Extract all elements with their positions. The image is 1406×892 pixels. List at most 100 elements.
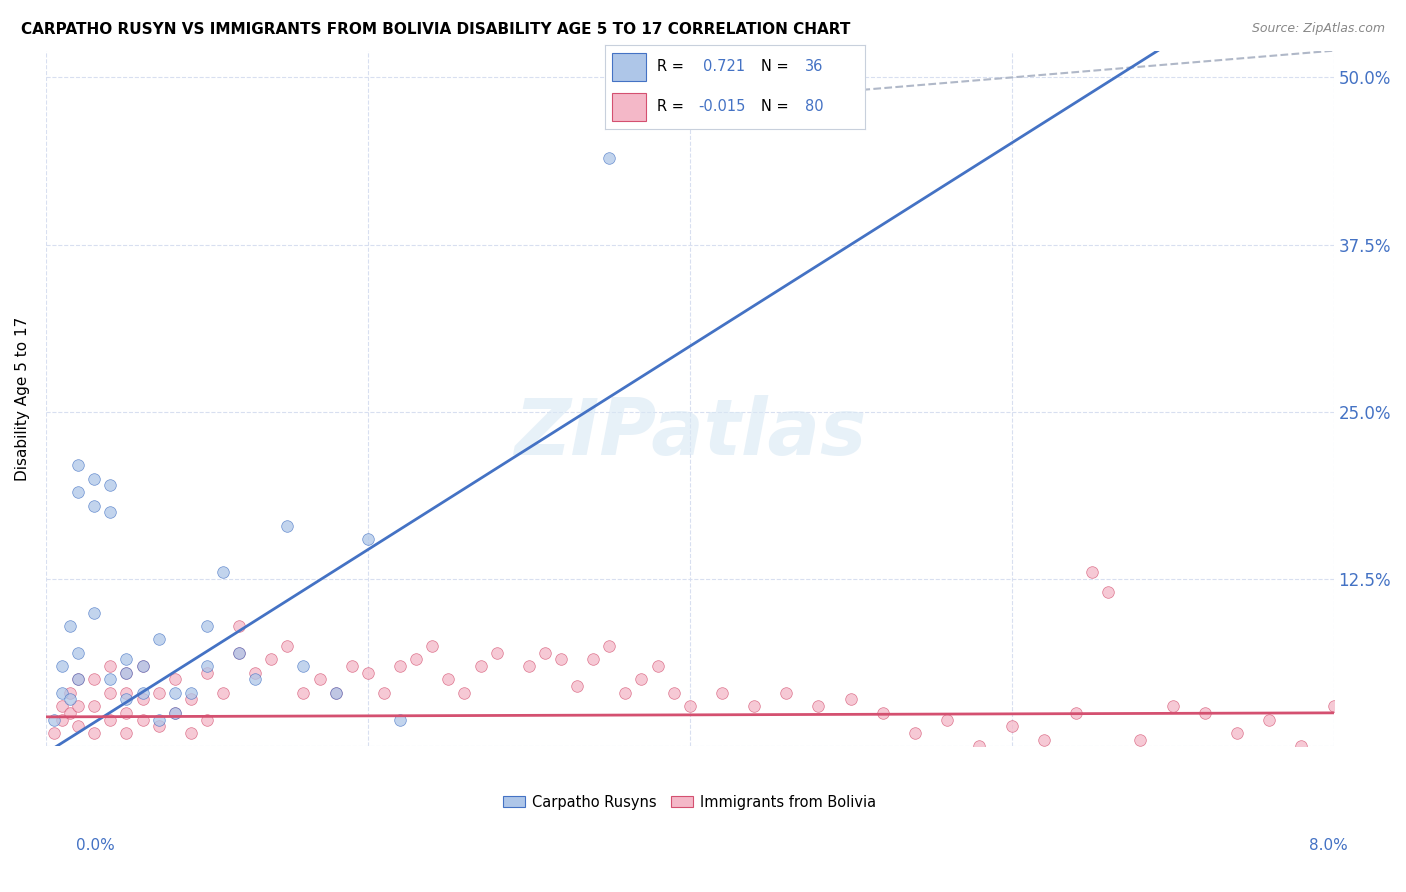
Point (1032, 732, 1054, 747)
Point (470, 659, 492, 673)
Point (582, 652, 605, 666)
Point (67, 485, 90, 500)
Point (969, 739, 991, 754)
Point (550, 652, 572, 666)
Point (357, 665, 380, 680)
Point (67, 673, 90, 687)
Point (115, 706, 138, 720)
Point (389, 713, 412, 727)
Point (742, 699, 765, 714)
Point (839, 692, 862, 706)
Point (679, 699, 702, 714)
Point (180, 692, 202, 706)
Point (131, 659, 153, 673)
Point (357, 532, 380, 546)
Point (1001, 719, 1024, 733)
Point (276, 639, 298, 653)
Point (212, 566, 235, 580)
Text: N =: N = (761, 59, 793, 74)
Point (1161, 699, 1184, 714)
Point (131, 686, 153, 700)
Point (163, 673, 186, 687)
Point (405, 652, 427, 666)
Point (389, 659, 412, 673)
Point (115, 652, 138, 666)
Point (67, 719, 90, 733)
Point (630, 673, 652, 687)
Point (1081, 566, 1104, 580)
Point (180, 686, 202, 700)
Point (228, 646, 250, 660)
Point (163, 706, 186, 720)
Point (83, 726, 105, 740)
Point (245, 665, 267, 680)
Text: 80: 80 (804, 99, 824, 114)
Point (598, 639, 620, 653)
Point (42, 726, 65, 740)
Point (662, 686, 685, 700)
Point (59, 619, 82, 633)
Point (163, 686, 186, 700)
Point (647, 659, 669, 673)
Point (598, 151, 620, 165)
Point (67, 458, 90, 473)
Text: 0.0%: 0.0% (76, 838, 115, 854)
Point (195, 713, 218, 727)
Point (42, 713, 65, 727)
Point (98, 478, 121, 492)
Point (485, 646, 508, 660)
Point (807, 699, 830, 714)
Point (163, 706, 186, 720)
Point (195, 665, 218, 680)
Point (67, 673, 90, 687)
Text: ZIPatlas: ZIPatlas (513, 395, 866, 471)
Y-axis label: Disability Age 5 to 17: Disability Age 5 to 17 (15, 317, 30, 481)
Point (59, 692, 82, 706)
Point (83, 699, 105, 714)
Point (228, 646, 250, 660)
Point (131, 692, 153, 706)
Text: CARPATHO RUSYN VS IMMIGRANTS FROM BOLIVIA DISABILITY AGE 5 TO 17 CORRELATION CHA: CARPATHO RUSYN VS IMMIGRANTS FROM BOLIVI… (21, 22, 851, 37)
Point (614, 686, 637, 700)
Point (131, 659, 153, 673)
Point (115, 726, 138, 740)
Point (1226, 726, 1249, 740)
Point (148, 686, 170, 700)
Point (180, 726, 202, 740)
Point (98, 673, 121, 687)
Point (453, 686, 475, 700)
Point (51, 686, 73, 700)
Point (195, 619, 218, 633)
Point (98, 505, 121, 519)
Point (98, 713, 121, 727)
Point (115, 665, 138, 680)
Text: -0.015: -0.015 (699, 99, 745, 114)
Point (565, 679, 588, 693)
Point (325, 686, 347, 700)
Point (1194, 706, 1216, 720)
Point (115, 686, 138, 700)
Point (67, 699, 90, 714)
Point (83, 472, 105, 486)
Point (292, 686, 315, 700)
Point (276, 518, 298, 533)
Point (59, 706, 82, 720)
Point (325, 686, 347, 700)
Point (131, 713, 153, 727)
FancyBboxPatch shape (613, 54, 647, 81)
Point (245, 673, 267, 687)
Point (1258, 713, 1281, 727)
Point (340, 659, 363, 673)
Text: 8.0%: 8.0% (1309, 838, 1348, 854)
Point (292, 659, 315, 673)
Point (115, 692, 138, 706)
Point (115, 665, 138, 680)
Point (98, 659, 121, 673)
Point (420, 639, 443, 653)
Point (710, 686, 733, 700)
Text: 0.721: 0.721 (703, 59, 745, 74)
Point (98, 686, 121, 700)
Point (83, 499, 105, 513)
Point (534, 646, 557, 660)
Text: R =: R = (657, 99, 688, 114)
